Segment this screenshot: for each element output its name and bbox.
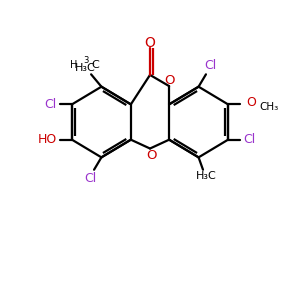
Text: CH₃: CH₃ bbox=[259, 102, 278, 112]
Text: Cl: Cl bbox=[243, 133, 255, 146]
Text: H: H bbox=[70, 60, 78, 70]
Text: 3: 3 bbox=[84, 56, 89, 65]
Text: O: O bbox=[146, 148, 157, 161]
Text: H₃C: H₃C bbox=[75, 63, 96, 74]
Text: H₃C: H₃C bbox=[196, 171, 216, 181]
Text: O: O bbox=[144, 35, 155, 50]
Text: Cl: Cl bbox=[45, 98, 57, 111]
Text: O: O bbox=[246, 96, 256, 110]
Text: Cl: Cl bbox=[204, 59, 217, 72]
Text: Cl: Cl bbox=[84, 172, 96, 185]
Text: O: O bbox=[164, 74, 174, 87]
Text: HO: HO bbox=[38, 133, 58, 146]
Text: C: C bbox=[92, 60, 100, 70]
